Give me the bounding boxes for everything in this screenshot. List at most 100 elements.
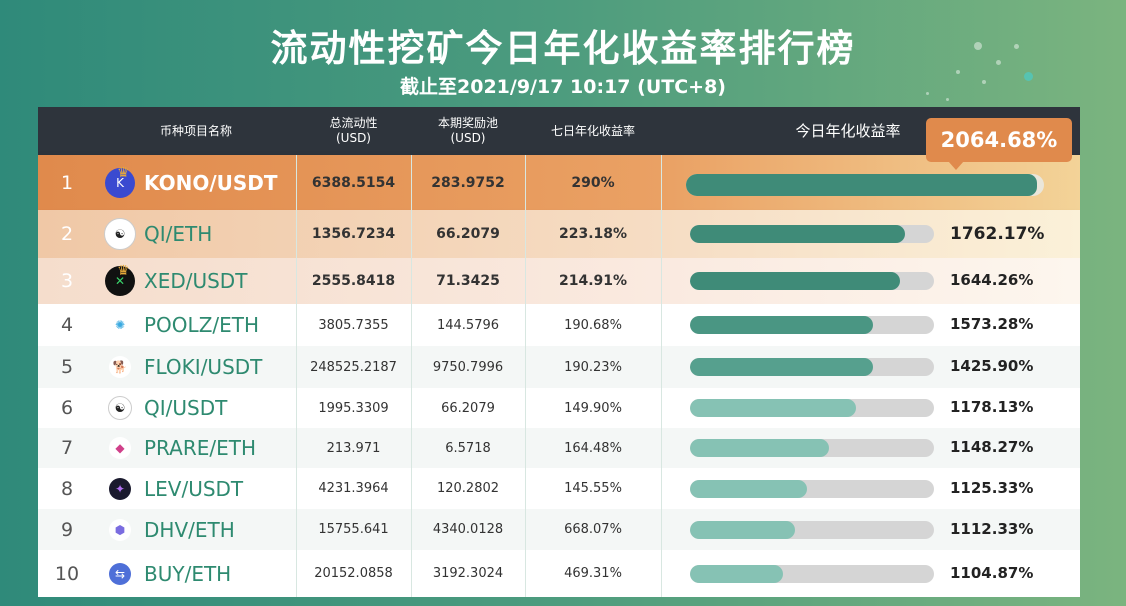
apy-bar-fill bbox=[690, 272, 900, 290]
table-header: 币种项目名称 总流动性 (USD) 本期奖励池 (USD) 七日年化收益率 今日… bbox=[38, 107, 1080, 155]
liquidity-value: 6388.5154 bbox=[311, 174, 396, 191]
page-title: 流动性挖矿今日年化收益率排行榜 bbox=[270, 27, 856, 70]
coin-icon-wrap: ⬢ bbox=[96, 509, 144, 550]
apy-7d-value: 290% bbox=[571, 174, 615, 191]
page-subtitle: 截止至2021/9/17 10:17 (UTC+8) bbox=[400, 76, 726, 98]
reward-pool-value: 3192.3024 bbox=[432, 566, 504, 581]
apy-bar-track bbox=[690, 316, 934, 334]
column-divider bbox=[525, 155, 526, 597]
prare-coin-icon: ◆ bbox=[109, 437, 131, 459]
reward-pool-value: 4340.0128 bbox=[432, 522, 504, 537]
apy-7d-value: 145.55% bbox=[564, 481, 622, 496]
reward-pool-value: 71.3425 bbox=[436, 273, 500, 289]
apy-bar-fill bbox=[690, 565, 783, 583]
coin-icon-wrap: ☯ bbox=[96, 210, 144, 258]
apy-bar-track bbox=[690, 272, 934, 290]
reward-pool-value: 9750.7996 bbox=[432, 359, 504, 375]
table-row: 1 ♛ K KONO/USDT 6388.5154 283.9752 290% bbox=[38, 155, 1080, 210]
coin-icon-wrap: ✦ bbox=[96, 468, 144, 509]
apy-bar-track bbox=[690, 399, 934, 417]
liquidity-value: 20152.0858 bbox=[314, 566, 393, 581]
decorative-dots bbox=[886, 40, 1036, 110]
column-header-liquidity-unit: (USD) bbox=[335, 131, 371, 145]
rank-number: 4 bbox=[60, 314, 74, 336]
apy-bar-track bbox=[690, 521, 934, 539]
apy-7d-value: 668.07% bbox=[564, 522, 622, 537]
table-row: 5 🐕 FLOKI/USDT 248525.2187 9750.7996 190.23% 1… bbox=[38, 346, 1080, 388]
apy-today-value: 1125.33% bbox=[950, 479, 1034, 497]
pair-name: QI/USDT bbox=[144, 396, 228, 420]
reward-pool-value: 66.2079 bbox=[441, 400, 495, 416]
liquidity-value: 2555.8418 bbox=[311, 273, 396, 289]
kono-coin-icon: K bbox=[105, 167, 135, 198]
pair-name: FLOKI/USDT bbox=[144, 355, 263, 379]
apy-7d-value: 214.91% bbox=[558, 273, 628, 289]
apy-bar-track bbox=[690, 565, 934, 583]
coin-icon-wrap: ☯ bbox=[96, 388, 144, 428]
apy-today-value: 1104.87% bbox=[950, 564, 1034, 582]
apy-today-value: 1148.27% bbox=[950, 438, 1034, 456]
table-row: 3 ♛ ✕ XED/USDT 2555.8418 71.3425 214.91% 1644.2… bbox=[38, 258, 1080, 304]
xed-coin-icon: ✕ bbox=[105, 266, 135, 296]
liquidity-value: 1356.7234 bbox=[311, 226, 396, 242]
apy-bar-track bbox=[690, 439, 934, 457]
lev-coin-icon: ✦ bbox=[109, 477, 131, 500]
apy-7d-value: 164.48% bbox=[564, 440, 622, 456]
rank-number: 2 bbox=[60, 223, 74, 245]
table-row: 7 ◆ PRARE/ETH 213.971 6.5718 164.48% 1148.27% bbox=[38, 428, 1080, 468]
liquidity-value: 15755.641 bbox=[318, 522, 389, 537]
crown-icon: ♛ bbox=[117, 164, 130, 181]
buy-coin-icon: ⇆ bbox=[109, 562, 131, 585]
apy-bar-fill bbox=[686, 174, 1037, 196]
apy-bar-fill bbox=[690, 480, 808, 498]
liquidity-value: 213.971 bbox=[326, 440, 381, 456]
coin-icon-wrap: ♛ K bbox=[96, 155, 144, 210]
reward-pool-value: 283.9752 bbox=[431, 174, 505, 191]
apy-7d-value: 469.31% bbox=[564, 566, 622, 581]
rank-number: 8 bbox=[60, 477, 74, 500]
table-row: 9 ⬢ DHV/ETH 15755.641 4340.0128 668.07% 1112.3… bbox=[38, 509, 1080, 550]
pair-name: DHV/ETH bbox=[144, 517, 235, 542]
rank-number: 9 bbox=[60, 518, 74, 541]
column-header-pair: 币种项目名称 bbox=[159, 123, 232, 138]
column-header-reward-pool: 本期奖励池 (USD) bbox=[411, 107, 525, 155]
column-header-liquidity: 总流动性 (USD) bbox=[296, 107, 411, 155]
apy-today-value: 1112.33% bbox=[950, 520, 1034, 538]
pair-name: POOLZ/ETH bbox=[144, 313, 260, 337]
column-header-reward-pool-unit: (USD) bbox=[450, 131, 486, 145]
apy-7d-value: 190.23% bbox=[564, 359, 622, 375]
apy-today-value: 1762.17% bbox=[950, 224, 1045, 244]
apy-7d-value: 190.68% bbox=[564, 317, 622, 333]
reward-pool-value: 120.2802 bbox=[436, 481, 500, 496]
column-divider bbox=[296, 155, 297, 597]
crown-icon: ♛ bbox=[117, 263, 130, 279]
pair-name: KONO/USDT bbox=[144, 170, 278, 195]
coin-icon-wrap: ◆ bbox=[96, 428, 144, 468]
reward-pool-value: 144.5796 bbox=[436, 317, 500, 333]
liquidity-value: 4231.3964 bbox=[318, 481, 389, 496]
yin-yang-coin-icon: ☯ bbox=[104, 218, 136, 250]
column-header-reward-pool-label: 本期奖励池 bbox=[437, 116, 498, 130]
reward-pool-value: 6.5718 bbox=[445, 440, 491, 456]
apy-bar-fill bbox=[690, 521, 795, 539]
liquidity-value: 248525.2187 bbox=[310, 359, 397, 375]
coin-icon-wrap: ♛ ✕ bbox=[96, 258, 144, 304]
rank-number: 3 bbox=[60, 270, 74, 292]
apy-today-value: 1178.13% bbox=[950, 398, 1034, 416]
table-row: 4 ✺ POOLZ/ETH 3805.7355 144.5796 190.68% 1573.… bbox=[38, 304, 1080, 346]
dhv-coin-icon: ⬢ bbox=[109, 518, 131, 541]
table-row: 2 ☯ QI/ETH 1356.7234 66.2079 223.18% 1762.17% bbox=[38, 210, 1080, 258]
floki-coin-icon: 🐕 bbox=[109, 356, 131, 378]
rank-number: 1 bbox=[60, 171, 74, 194]
apy-7d-value: 223.18% bbox=[558, 226, 628, 242]
pair-name: PRARE/ETH bbox=[144, 436, 256, 460]
pair-name: XED/USDT bbox=[144, 269, 248, 293]
top-apy-badge-pointer bbox=[948, 161, 964, 170]
yin-yang-coin-icon: ☯ bbox=[108, 396, 132, 420]
pair-name: LEV/USDT bbox=[144, 476, 244, 501]
table-row: 6 ☯ QI/USDT 1995.3309 66.2079 149.90% 1178.13% bbox=[38, 388, 1080, 428]
apy-7d-value: 149.90% bbox=[564, 400, 622, 416]
apy-bar-track bbox=[686, 174, 1044, 196]
column-header-liquidity-label: 总流动性 bbox=[329, 116, 378, 130]
column-header-apy-today: 今日年化收益率 bbox=[795, 121, 901, 140]
